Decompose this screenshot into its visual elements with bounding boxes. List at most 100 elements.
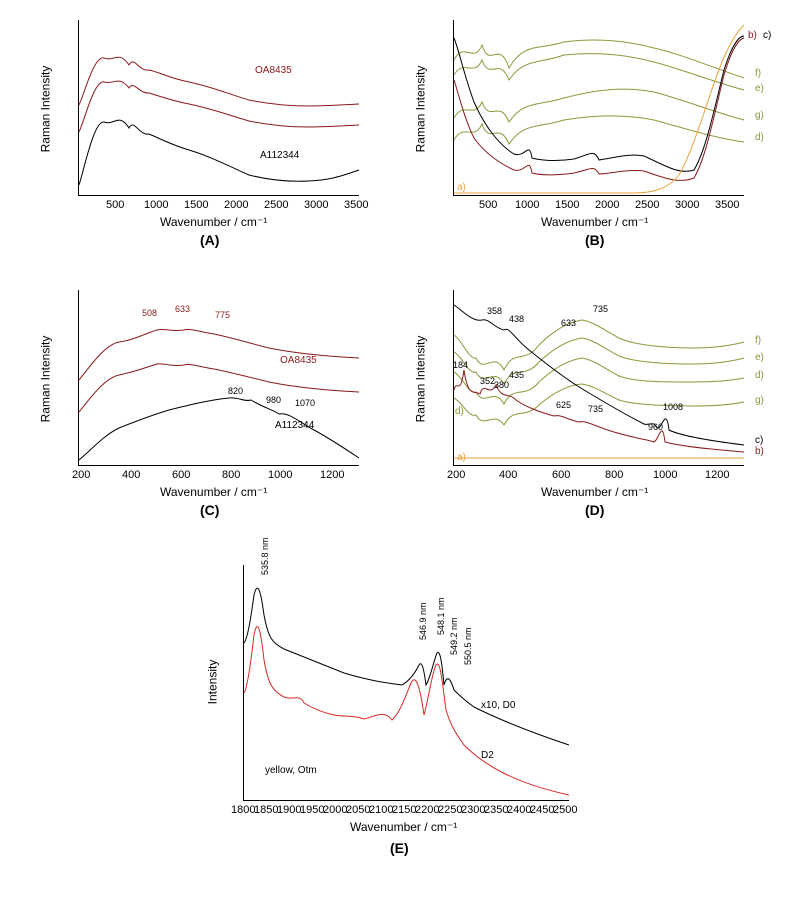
label-g-D: g) bbox=[755, 395, 764, 406]
xtick-B-3000: 3000 bbox=[675, 199, 699, 211]
xlabel-A: Wavenumber / cm⁻¹ bbox=[160, 215, 267, 229]
xtick-C-600: 600 bbox=[172, 469, 190, 481]
peak-5358: 535.8 nm bbox=[260, 537, 270, 575]
caption-E: (E) bbox=[390, 840, 409, 856]
xtick-E-2400: 2400 bbox=[507, 804, 531, 816]
xtick-D-1200: 1200 bbox=[705, 469, 729, 481]
xtick-C-800: 800 bbox=[222, 469, 240, 481]
xtick-A-3000: 3000 bbox=[304, 199, 328, 211]
label-d-D: d) bbox=[755, 370, 764, 381]
xtick-B-1500: 1500 bbox=[555, 199, 579, 211]
xlabel-D: Wavenumber / cm⁻¹ bbox=[541, 485, 648, 499]
xtick-E-1850: 1850 bbox=[254, 804, 278, 816]
label-A112344-A: A112344 bbox=[260, 150, 299, 161]
label-OA8435-A: OA8435 bbox=[255, 65, 292, 76]
peak-5492: 549.2 nm bbox=[449, 617, 459, 655]
label-c-D: c) bbox=[755, 435, 763, 446]
xtick-E-2000: 2000 bbox=[323, 804, 347, 816]
peak-735b: 735 bbox=[588, 404, 603, 414]
peak-435: 435 bbox=[509, 370, 524, 380]
trace-e bbox=[454, 54, 744, 90]
xtick-B-1000: 1000 bbox=[515, 199, 539, 211]
trace-e-D bbox=[454, 338, 744, 384]
label-e-B: e) bbox=[755, 83, 764, 94]
xtick-A-500: 500 bbox=[106, 199, 124, 211]
peak-5505: 550.5 nm bbox=[463, 627, 473, 665]
trace-c-B bbox=[454, 36, 744, 171]
xtick-B-2000: 2000 bbox=[595, 199, 619, 211]
label-A112344-C: A112344 bbox=[275, 420, 314, 431]
xtick-E-2500: 2500 bbox=[553, 804, 577, 816]
xtick-E-2200: 2200 bbox=[415, 804, 439, 816]
ylabel-B: Raman Intensity bbox=[413, 66, 427, 153]
xtick-E-1800: 1800 bbox=[231, 804, 255, 816]
xtick-B-2500: 2500 bbox=[635, 199, 659, 211]
peak-438: 438 bbox=[509, 314, 524, 324]
label-d-B: d) bbox=[755, 132, 764, 143]
traces-B bbox=[454, 20, 744, 195]
xtick-D-400: 400 bbox=[499, 469, 517, 481]
xtick-E-2150: 2150 bbox=[392, 804, 416, 816]
label-D2: D2 bbox=[481, 750, 494, 761]
ylabel-A: Raman Intensity bbox=[38, 66, 52, 153]
xtick-E-2050: 2050 bbox=[346, 804, 370, 816]
peak-960: 960 bbox=[648, 422, 663, 432]
peak-1008: 1008 bbox=[663, 402, 683, 412]
label-e-D: e) bbox=[755, 352, 764, 363]
xtick-A-2000: 2000 bbox=[224, 199, 248, 211]
peak-735: 735 bbox=[593, 304, 608, 314]
plot-area-A bbox=[78, 20, 359, 196]
peak-5481: 548.1 nm bbox=[436, 597, 446, 635]
xtick-A-3500: 3500 bbox=[344, 199, 368, 211]
plot-area-B bbox=[453, 20, 744, 196]
ylabel-C: Raman Intensity bbox=[38, 336, 52, 423]
caption-D: (D) bbox=[585, 502, 604, 518]
peak-358: 358 bbox=[487, 306, 502, 316]
caption-C: (C) bbox=[200, 502, 219, 518]
peak-980: 980 bbox=[266, 395, 281, 405]
panel-B: Raman Intensity 500 1000 1500 2000 2500 … bbox=[405, 10, 775, 250]
peak-184: 184 bbox=[453, 360, 468, 370]
label-g-B: g) bbox=[755, 110, 764, 121]
trace-D0 bbox=[244, 588, 569, 745]
panel-E: Intensity 1800 1850 1900 1950 2000 2050 … bbox=[195, 555, 595, 865]
peak-380: 380 bbox=[494, 380, 509, 390]
xtick-C-1000: 1000 bbox=[268, 469, 292, 481]
label-c-B: c) bbox=[763, 30, 771, 41]
label-D0: x10, D0 bbox=[481, 700, 515, 711]
peak-508: 508 bbox=[142, 308, 157, 318]
peak-633: 633 bbox=[175, 304, 190, 314]
plot-area-D bbox=[453, 290, 744, 466]
label-OA8435-C: OA8435 bbox=[280, 355, 317, 366]
xtick-C-1200: 1200 bbox=[320, 469, 344, 481]
trace-a-B bbox=[454, 25, 744, 193]
label-b-D: b) bbox=[755, 446, 764, 457]
trace-OA8435-lower-C bbox=[79, 364, 359, 412]
figure: Raman Intensity 500 1000 1500 2000 2500 … bbox=[0, 0, 791, 904]
xtick-B-3500: 3500 bbox=[715, 199, 739, 211]
xtick-C-400: 400 bbox=[122, 469, 140, 481]
xtick-D-600: 600 bbox=[552, 469, 570, 481]
peak-775: 775 bbox=[215, 310, 230, 320]
panel-A: Raman Intensity 500 1000 1500 2000 2500 … bbox=[30, 10, 375, 250]
trace-OA8435-upper-C bbox=[79, 329, 359, 380]
xtick-E-2250: 2250 bbox=[438, 804, 462, 816]
traces-A bbox=[79, 20, 359, 195]
caption-A: (A) bbox=[200, 232, 219, 248]
trace-f bbox=[454, 40, 744, 78]
traces-D bbox=[454, 290, 744, 465]
label-d2-D: d) bbox=[455, 406, 464, 417]
xlabel-B: Wavenumber / cm⁻¹ bbox=[541, 215, 648, 229]
label-f-B: f) bbox=[755, 68, 761, 79]
trace-A112344-C bbox=[79, 398, 359, 460]
label-a-D: a) bbox=[457, 452, 466, 463]
xlabel-E: Wavenumber / cm⁻¹ bbox=[350, 820, 457, 834]
peak-1070: 1070 bbox=[295, 398, 315, 408]
ylabel-D: Raman Intensity bbox=[413, 336, 427, 423]
trace-c-D bbox=[454, 305, 744, 445]
caption-B: (B) bbox=[585, 232, 604, 248]
annotation-E: yellow, Otm bbox=[265, 765, 317, 776]
panel-C: Raman Intensity 200 400 600 800 1000 120… bbox=[30, 280, 375, 520]
trace-A112344 bbox=[79, 120, 359, 185]
xtick-A-1500: 1500 bbox=[184, 199, 208, 211]
